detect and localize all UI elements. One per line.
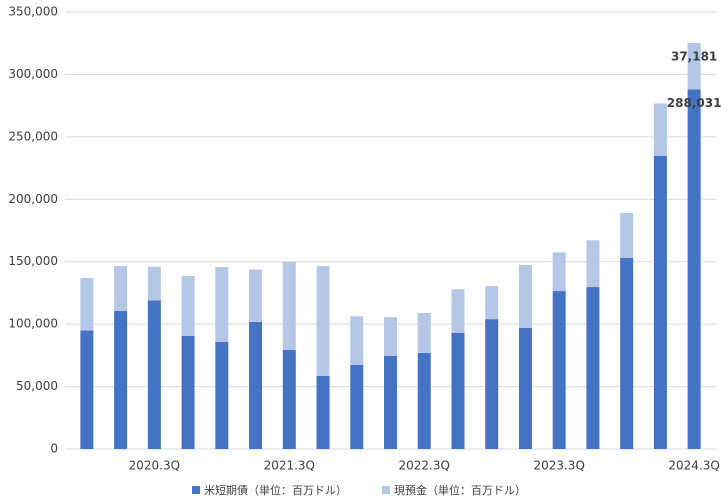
- bar-segment: [114, 266, 128, 312]
- bar-segment: [417, 352, 431, 449]
- y-tick-label: 50,000: [16, 379, 58, 393]
- bar-segment: [485, 286, 499, 320]
- bar-segment: [114, 311, 128, 449]
- bar-segment: [653, 155, 667, 450]
- bar-segment: [687, 42, 701, 90]
- bar-segment: [552, 252, 566, 292]
- bar-segment: [417, 313, 431, 353]
- bar-segment: [316, 375, 330, 449]
- bar-segment: [653, 103, 667, 156]
- bar-segment: [586, 240, 600, 288]
- y-tick-label: 350,000: [8, 5, 58, 19]
- bar-segment: [620, 257, 634, 449]
- bar-segment: [552, 291, 566, 449]
- bar-segment: [80, 277, 94, 331]
- legend-label: 現預金（単位：百万ドル）: [394, 483, 526, 497]
- legend-swatch: [382, 486, 390, 494]
- bar-segment: [451, 333, 465, 449]
- data-label: 288,031: [667, 96, 722, 110]
- x-tick-label: 2023.3Q: [533, 459, 584, 473]
- bar-segment: [215, 341, 229, 449]
- bar-segment: [147, 300, 161, 449]
- bar-segment: [485, 319, 499, 449]
- bar-segment: [350, 364, 364, 449]
- bar-segment: [282, 261, 296, 350]
- bar-segment: [384, 317, 397, 356]
- x-tick-label: 2024.3Q: [668, 459, 719, 473]
- bar-segment: [384, 355, 397, 449]
- bar-segment: [249, 322, 263, 449]
- bar-segment: [147, 266, 161, 301]
- y-tick-label: 250,000: [8, 129, 58, 143]
- legend-swatch: [192, 486, 200, 494]
- bar-segment: [80, 330, 94, 449]
- bar-segment: [181, 276, 195, 337]
- bar-segment: [518, 264, 532, 329]
- bar-segment: [620, 213, 634, 258]
- y-tick-label: 300,000: [8, 67, 58, 81]
- x-tick-label: 2022.3Q: [399, 459, 450, 473]
- y-tick-label: 200,000: [8, 192, 58, 206]
- bar-segment: [181, 336, 195, 449]
- y-tick-label: 100,000: [8, 317, 58, 331]
- bar-segment: [451, 289, 465, 334]
- y-tick-label: 150,000: [8, 254, 58, 268]
- y-tick-label: 0: [50, 442, 58, 456]
- bar-segment: [518, 328, 532, 449]
- bar-segment: [350, 316, 364, 365]
- bar-segment: [586, 287, 600, 449]
- bar-segment: [215, 267, 229, 342]
- x-tick-label: 2021.3Q: [264, 459, 315, 473]
- bar-segment: [687, 89, 701, 449]
- bar-segment: [316, 266, 330, 376]
- x-tick-label: 2020.3Q: [129, 459, 180, 473]
- bar-segment: [249, 269, 263, 323]
- data-label: 37,181: [671, 49, 717, 63]
- bar-segment: [282, 349, 296, 449]
- legend-label: 米短期債（単位：百万ドル）: [204, 483, 347, 497]
